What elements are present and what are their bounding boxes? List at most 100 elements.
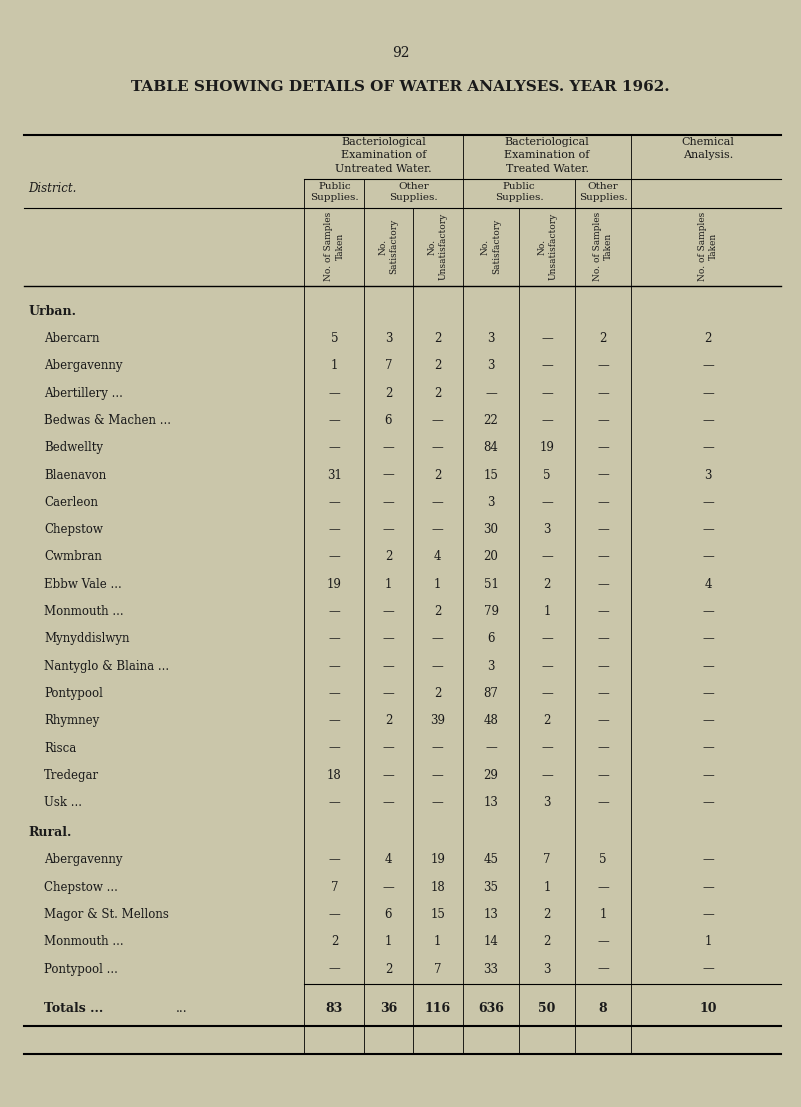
Text: —: — <box>702 687 714 700</box>
Text: 1: 1 <box>434 935 441 949</box>
Text: —: — <box>328 796 340 809</box>
Text: —: — <box>541 550 553 563</box>
Text: 4: 4 <box>704 578 712 591</box>
Text: —: — <box>328 714 340 727</box>
Text: —: — <box>541 414 553 427</box>
Text: 79: 79 <box>484 606 498 618</box>
Text: 50: 50 <box>538 1002 556 1015</box>
Text: 2: 2 <box>434 360 441 372</box>
Text: —: — <box>598 468 609 482</box>
Text: 2: 2 <box>543 578 551 591</box>
Text: 13: 13 <box>484 908 498 921</box>
Text: 87: 87 <box>484 687 498 700</box>
Text: —: — <box>598 935 609 949</box>
Text: 51: 51 <box>484 578 498 591</box>
Text: No. of Samples
Taken: No. of Samples Taken <box>698 213 718 281</box>
Text: —: — <box>598 496 609 509</box>
Text: Chemical
Analysis.: Chemical Analysis. <box>682 137 735 161</box>
Text: Blaenavon: Blaenavon <box>44 468 107 482</box>
Text: District.: District. <box>28 182 76 195</box>
Text: Totals ...: Totals ... <box>44 1002 103 1015</box>
Text: —: — <box>541 332 553 345</box>
Text: 6: 6 <box>384 908 392 921</box>
Text: 2: 2 <box>434 687 441 700</box>
Text: Rural.: Rural. <box>28 826 71 839</box>
Text: 7: 7 <box>543 853 551 867</box>
Text: 2: 2 <box>543 714 551 727</box>
Text: —: — <box>328 853 340 867</box>
Text: —: — <box>598 550 609 563</box>
Text: Bedwas & Machen ...: Bedwas & Machen ... <box>44 414 171 427</box>
Text: —: — <box>432 524 444 536</box>
Text: 3: 3 <box>487 332 495 345</box>
Text: —: — <box>598 360 609 372</box>
Text: 2: 2 <box>543 935 551 949</box>
Text: —: — <box>598 714 609 727</box>
Text: 2: 2 <box>599 332 607 345</box>
Text: 2: 2 <box>543 908 551 921</box>
Text: —: — <box>702 796 714 809</box>
Text: Mynyddislwyn: Mynyddislwyn <box>44 632 130 645</box>
Text: ...: ... <box>176 1002 188 1015</box>
Text: —: — <box>598 524 609 536</box>
Text: Chepstow ...: Chepstow ... <box>44 881 118 893</box>
Text: 1: 1 <box>384 578 392 591</box>
Text: —: — <box>702 632 714 645</box>
Text: 7: 7 <box>384 360 392 372</box>
Text: 5: 5 <box>543 468 551 482</box>
Text: 2: 2 <box>331 935 338 949</box>
Text: —: — <box>328 606 340 618</box>
Text: 45: 45 <box>484 853 498 867</box>
Text: 39: 39 <box>430 714 445 727</box>
Text: 5: 5 <box>599 853 607 867</box>
Text: —: — <box>702 442 714 454</box>
Text: —: — <box>328 742 340 755</box>
Text: Nantyglo & Blaina ...: Nantyglo & Blaina ... <box>44 660 169 673</box>
Text: —: — <box>702 496 714 509</box>
Text: 4: 4 <box>434 550 441 563</box>
Text: —: — <box>432 769 444 782</box>
Text: 3: 3 <box>543 796 551 809</box>
Text: —: — <box>432 742 444 755</box>
Text: —: — <box>598 386 609 400</box>
Text: —: — <box>328 908 340 921</box>
Text: —: — <box>702 660 714 673</box>
Text: —: — <box>541 769 553 782</box>
Text: 1: 1 <box>599 908 607 921</box>
Text: —: — <box>383 606 394 618</box>
Text: Cwmbran: Cwmbran <box>44 550 102 563</box>
Text: 2: 2 <box>384 714 392 727</box>
Text: 1: 1 <box>331 360 338 372</box>
Text: —: — <box>383 496 394 509</box>
Text: Pontypool: Pontypool <box>44 687 103 700</box>
Text: —: — <box>383 881 394 893</box>
Text: —: — <box>702 606 714 618</box>
Text: —: — <box>598 687 609 700</box>
Text: 116: 116 <box>425 1002 451 1015</box>
Text: 15: 15 <box>430 908 445 921</box>
Text: 18: 18 <box>327 769 342 782</box>
Text: 33: 33 <box>484 963 498 975</box>
Text: Caerleon: Caerleon <box>44 496 98 509</box>
Text: —: — <box>541 660 553 673</box>
Text: No.
Unsatisfactory: No. Unsatisfactory <box>428 214 448 280</box>
Text: 6: 6 <box>384 414 392 427</box>
Text: —: — <box>598 769 609 782</box>
Text: 20: 20 <box>484 550 498 563</box>
Text: Bacteriological
Examination of
Treated Water.: Bacteriological Examination of Treated W… <box>505 137 590 174</box>
Text: —: — <box>598 963 609 975</box>
Text: 1: 1 <box>434 578 441 591</box>
Text: 5: 5 <box>331 332 338 345</box>
Text: 31: 31 <box>327 468 342 482</box>
Text: —: — <box>383 524 394 536</box>
Text: —: — <box>485 742 497 755</box>
Text: —: — <box>383 742 394 755</box>
Text: Public
Supplies.: Public Supplies. <box>310 182 359 203</box>
Text: —: — <box>541 360 553 372</box>
Text: —: — <box>702 550 714 563</box>
Text: Abergavenny: Abergavenny <box>44 360 123 372</box>
Text: 3: 3 <box>704 468 712 482</box>
Text: 29: 29 <box>484 769 498 782</box>
Text: —: — <box>541 632 553 645</box>
Text: —: — <box>702 360 714 372</box>
